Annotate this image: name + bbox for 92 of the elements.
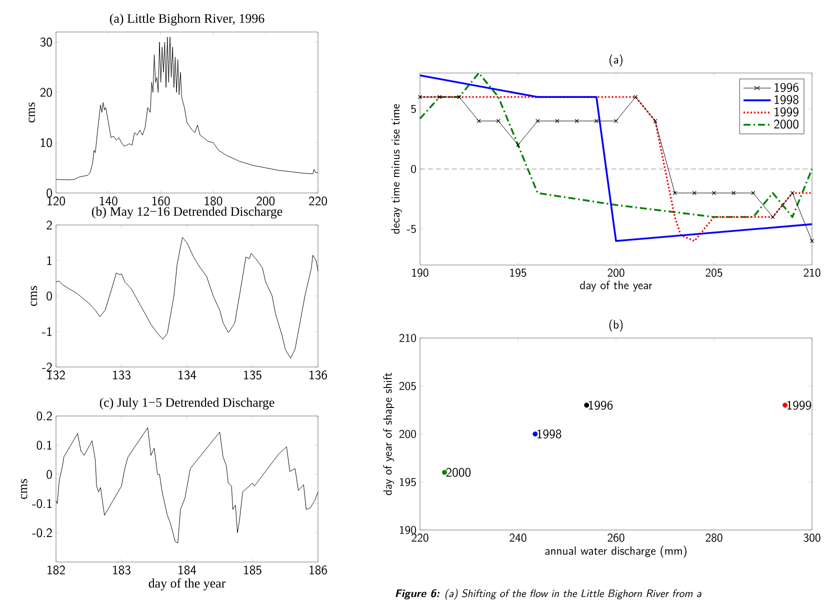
legend-label: 1996 [774, 82, 798, 92]
point [614, 118, 618, 124]
y-axis-title: decay time minus rise time [391, 104, 402, 234]
x-tick-label: 132 [48, 370, 65, 380]
point [634, 94, 638, 100]
y-tick-label: 0 [46, 470, 52, 479]
x-tick-label: 183 [113, 566, 130, 575]
y-tick-label: 0.2 [36, 411, 52, 421]
x-axis-title: day of the year [580, 280, 652, 292]
point [584, 402, 590, 408]
series-label: 1998 [537, 429, 562, 439]
point [574, 118, 579, 124]
y-tick-label: 5 [411, 104, 416, 114]
y-axis-title: cms [20, 479, 28, 499]
point [532, 432, 538, 436]
point [751, 190, 756, 196]
y-tick-label: -0.2 [32, 528, 52, 538]
y-axis-title: cms [28, 102, 35, 122]
y-tick-label: 2 [46, 220, 52, 230]
legend-label: 1999 [774, 107, 798, 116]
point [516, 142, 520, 148]
point [790, 190, 794, 196]
point [770, 214, 775, 220]
point [692, 190, 696, 196]
x-tick-label: 220 [412, 534, 428, 542]
line-series [419, 72, 813, 218]
y-tick-label: 205 [399, 382, 416, 390]
x-tick-label: 200 [608, 268, 624, 277]
line-series [56, 427, 318, 544]
x-tick-label: 184 [178, 566, 196, 575]
y-tick-label: 210 [399, 334, 416, 342]
chart-title: (b) May 12−16 Detrended Discharge [92, 206, 282, 218]
point [594, 118, 598, 124]
x-tick-label: 186 [310, 566, 327, 575]
point [536, 118, 540, 124]
point [476, 118, 481, 124]
x-tick-label: 135 [244, 370, 262, 380]
series-label: 1999 [787, 400, 812, 410]
y-tick-label: 0 [411, 164, 416, 174]
x-tick-label: 200 [256, 196, 275, 206]
point [438, 94, 442, 100]
series-label: 2000 [446, 468, 471, 477]
y-tick-label: -2 [42, 362, 52, 372]
x-axis-title: annual water discharge (mm) [545, 546, 686, 558]
x-tick-label: 280 [706, 534, 722, 542]
x-tick-label: 182 [48, 566, 65, 575]
y-tick-label: 0.1 [36, 440, 52, 450]
x-tick-label: 210 [804, 268, 820, 277]
y-tick-label: -5 [406, 224, 416, 234]
y-tick-label: 10 [40, 138, 52, 148]
y-tick-label: 195 [400, 478, 416, 486]
y-axis-title: cms [30, 286, 38, 306]
series-label: 1996 [588, 400, 613, 410]
x-tick-label: 300 [804, 534, 820, 542]
chart-title: (a) [610, 54, 622, 66]
x-tick-label: 136 [310, 370, 327, 380]
x-tick-label: 180 [204, 196, 222, 206]
x-tick-label: 260 [608, 534, 624, 542]
x-tick-label: 185 [244, 566, 262, 575]
point [712, 190, 716, 196]
y-tick-label: -0.1 [32, 499, 52, 508]
x-tick-label: 195 [510, 268, 526, 277]
legend-label: 1998 [774, 95, 798, 104]
point [653, 118, 658, 124]
y-tick-label: 1 [47, 256, 52, 265]
point [732, 190, 736, 196]
x-tick-label: 120 [48, 196, 65, 206]
chart-title: (c) July 1−5 Detrended Discharge [100, 398, 274, 410]
x-tick-label: 134 [178, 370, 196, 380]
point [496, 118, 500, 124]
chart-title: (a) Little Bighorn River, 1996 [110, 14, 264, 26]
x-tick-label: 205 [706, 268, 722, 277]
y-tick-label: -1 [42, 327, 52, 336]
point [457, 94, 462, 100]
x-tick-label: 220 [309, 196, 327, 206]
chart-title: (b) [609, 320, 623, 332]
y-axis-title: day of year of shape shift [383, 372, 394, 496]
legend-label: 2000 [774, 120, 798, 129]
x-tick-label: 160 [152, 196, 170, 206]
x-tick-label: 140 [100, 196, 118, 206]
text: Figure 6: (a) Shifting of the flow in the Little Bighorn River from a [396, 588, 702, 600]
y-tick-label: 190 [400, 526, 416, 534]
y-tick-label: 20 [40, 88, 52, 97]
y-tick-label: 30 [40, 38, 52, 47]
point [555, 118, 560, 124]
point [672, 190, 677, 196]
x-tick-label: 133 [113, 370, 130, 380]
y-tick-label: 0 [46, 291, 52, 300]
y-tick-label: 0 [46, 188, 52, 198]
x-axis-title: day of the year [148, 578, 226, 590]
y-tick-label: 200 [399, 430, 416, 438]
x-tick-label: 240 [510, 534, 526, 542]
